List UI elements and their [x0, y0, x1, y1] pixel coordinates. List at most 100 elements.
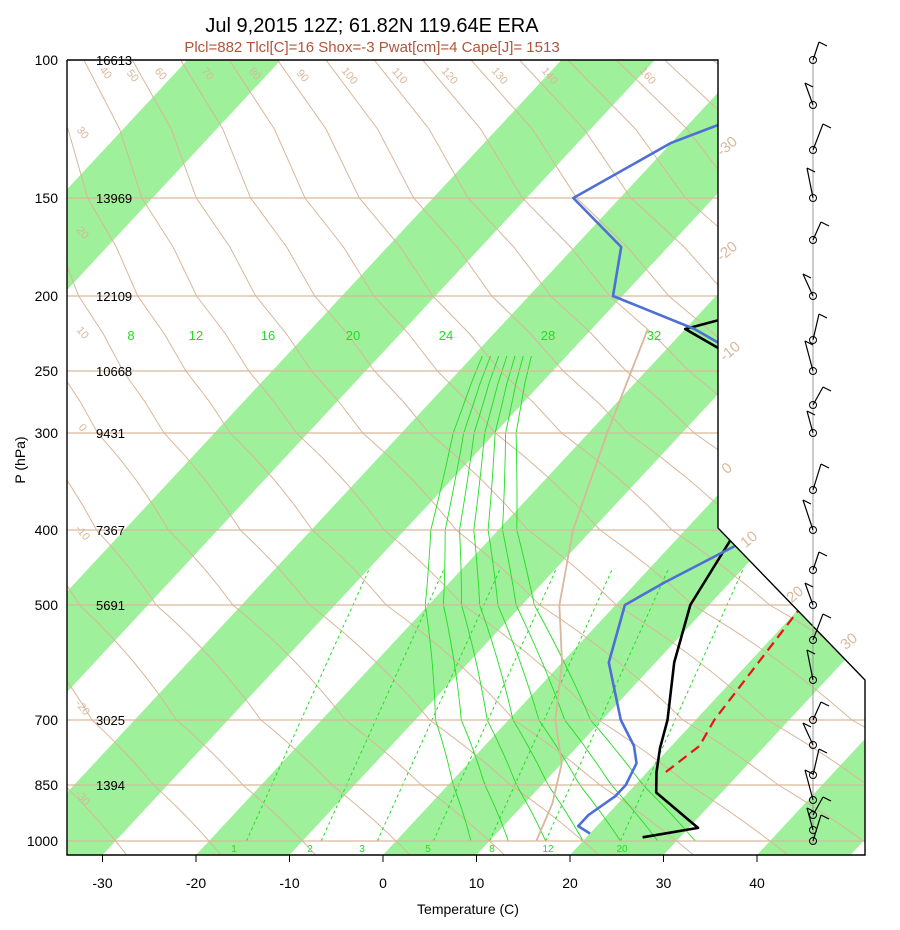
wind-station-marker — [809, 367, 817, 375]
wind-barb-feather — [804, 582, 814, 588]
temperature-band — [757, 60, 865, 855]
moist-adiabat-line — [442, 355, 509, 842]
wind-station-marker — [809, 526, 817, 534]
wind-barb — [804, 82, 814, 106]
dry-adiabat-line — [228, 60, 865, 855]
dry-adiabat-line — [373, 60, 865, 855]
mixing-ratio-label: 3 — [359, 844, 365, 855]
wind-barb — [802, 273, 814, 297]
temperature-band — [570, 60, 865, 855]
pressure-tick-label: 1000 — [27, 833, 58, 849]
wind-barb-feather — [802, 273, 812, 279]
mixing-ratio-label: 8 — [489, 844, 495, 855]
wind-barb-feather — [822, 613, 832, 619]
dry-adiabat-line — [67, 60, 605, 855]
dry-adiabat-line — [325, 60, 865, 855]
wind-barb — [812, 463, 822, 491]
mixing-ratio-lines — [245, 567, 745, 842]
x-tick-label: 0 — [379, 875, 387, 891]
wind-station-marker — [809, 236, 817, 244]
wind-barb-feather — [818, 41, 828, 47]
wind-station-marker — [809, 676, 817, 684]
height-label: 12109 — [96, 289, 132, 304]
mixing-ratio-line — [432, 567, 558, 842]
wind-barbs-column — [802, 41, 832, 845]
wind-barb — [812, 814, 822, 842]
wind-barb-feather — [820, 701, 830, 707]
dry-adiabat-line — [67, 60, 321, 855]
wind-station-marker — [809, 771, 817, 779]
height-label: 13969 — [96, 191, 132, 206]
dry-adiabat-label: 30 — [74, 125, 91, 142]
x-tick-label: 10 — [469, 875, 485, 891]
height-label: 9431 — [96, 426, 125, 441]
pressure-tick-label: 200 — [35, 288, 59, 304]
x-tick-label: 20 — [562, 875, 578, 891]
mixing-ratio-label: 20 — [616, 844, 628, 855]
wind-barb — [812, 748, 820, 776]
dry-adiabat-label: 10 — [74, 325, 91, 342]
wind-barb — [812, 613, 824, 641]
isotherm-label: 10 — [737, 528, 761, 552]
wind-station-marker — [809, 401, 817, 409]
isotherm-label: -10 — [716, 338, 744, 365]
moist-adiabat-label: 12 — [189, 328, 203, 343]
wind-station-marker — [809, 601, 817, 609]
isotherm-label: 0 — [718, 459, 735, 477]
wind-station-marker — [809, 336, 817, 344]
wind-station-marker — [809, 56, 817, 64]
wind-station-marker — [809, 194, 817, 202]
wind-barb-feather — [802, 722, 812, 728]
moist-adiabat-line — [487, 355, 621, 842]
temperature-bands — [67, 60, 865, 855]
wind-barb — [806, 167, 814, 199]
wind-barb-feather — [820, 814, 830, 820]
mixing-ratio-label: 1 — [231, 844, 237, 855]
mixing-ratio-label: 5 — [425, 844, 431, 855]
temperature-band — [67, 60, 655, 855]
wind-barb-feather — [806, 649, 816, 655]
plot-frame — [66, 59, 866, 856]
dry-adiabat-label: 60 — [152, 66, 169, 83]
wind-station-marker — [809, 429, 817, 437]
wind-barb — [806, 807, 814, 831]
wind-barb-feather — [818, 551, 828, 557]
wind-station-marker — [809, 741, 817, 749]
mixing-ratio-label: 2 — [307, 844, 313, 855]
height-label: 3025 — [96, 713, 125, 728]
wind-barb — [802, 722, 814, 746]
dry-adiabat-line — [180, 60, 865, 855]
height-label: 5691 — [96, 598, 125, 613]
wind-barb — [804, 769, 814, 801]
wind-station-marker — [809, 636, 817, 644]
dry-adiabat-line — [67, 60, 700, 855]
wind-station-marker — [809, 796, 817, 804]
wind-barb-feather — [806, 807, 816, 813]
pressure-tick-label: 500 — [35, 597, 59, 613]
wind-barb — [812, 313, 820, 341]
wind-barb-feather — [818, 313, 828, 319]
wind-station-marker — [809, 101, 817, 109]
height-label: 7367 — [96, 523, 125, 538]
dry-adiabat-line — [67, 60, 131, 855]
wind-barb-feather — [804, 82, 814, 88]
temperature-band — [67, 60, 842, 855]
mixing-ratio-line — [545, 567, 670, 842]
pressure-tick-label: 250 — [35, 363, 59, 379]
pressure-tick-label: 100 — [35, 52, 59, 68]
moist-adiabat-label: 32 — [647, 328, 661, 343]
wind-station-marker — [809, 292, 817, 300]
moist-adiabat-line — [459, 355, 547, 842]
dry-adiabat-line — [67, 60, 510, 855]
x-tick-label: 30 — [656, 875, 672, 891]
wind-station-marker — [809, 566, 817, 574]
wind-barb-feather — [820, 463, 830, 469]
wind-barb — [812, 221, 822, 241]
moist-adiabat-line — [515, 355, 696, 842]
x-tick-label: 40 — [749, 875, 765, 891]
mixing-ratio-label: 12 — [542, 844, 554, 855]
height-label: 1394 — [96, 778, 125, 793]
dry-adiabat-line — [422, 60, 865, 855]
temperature-band — [67, 60, 281, 855]
